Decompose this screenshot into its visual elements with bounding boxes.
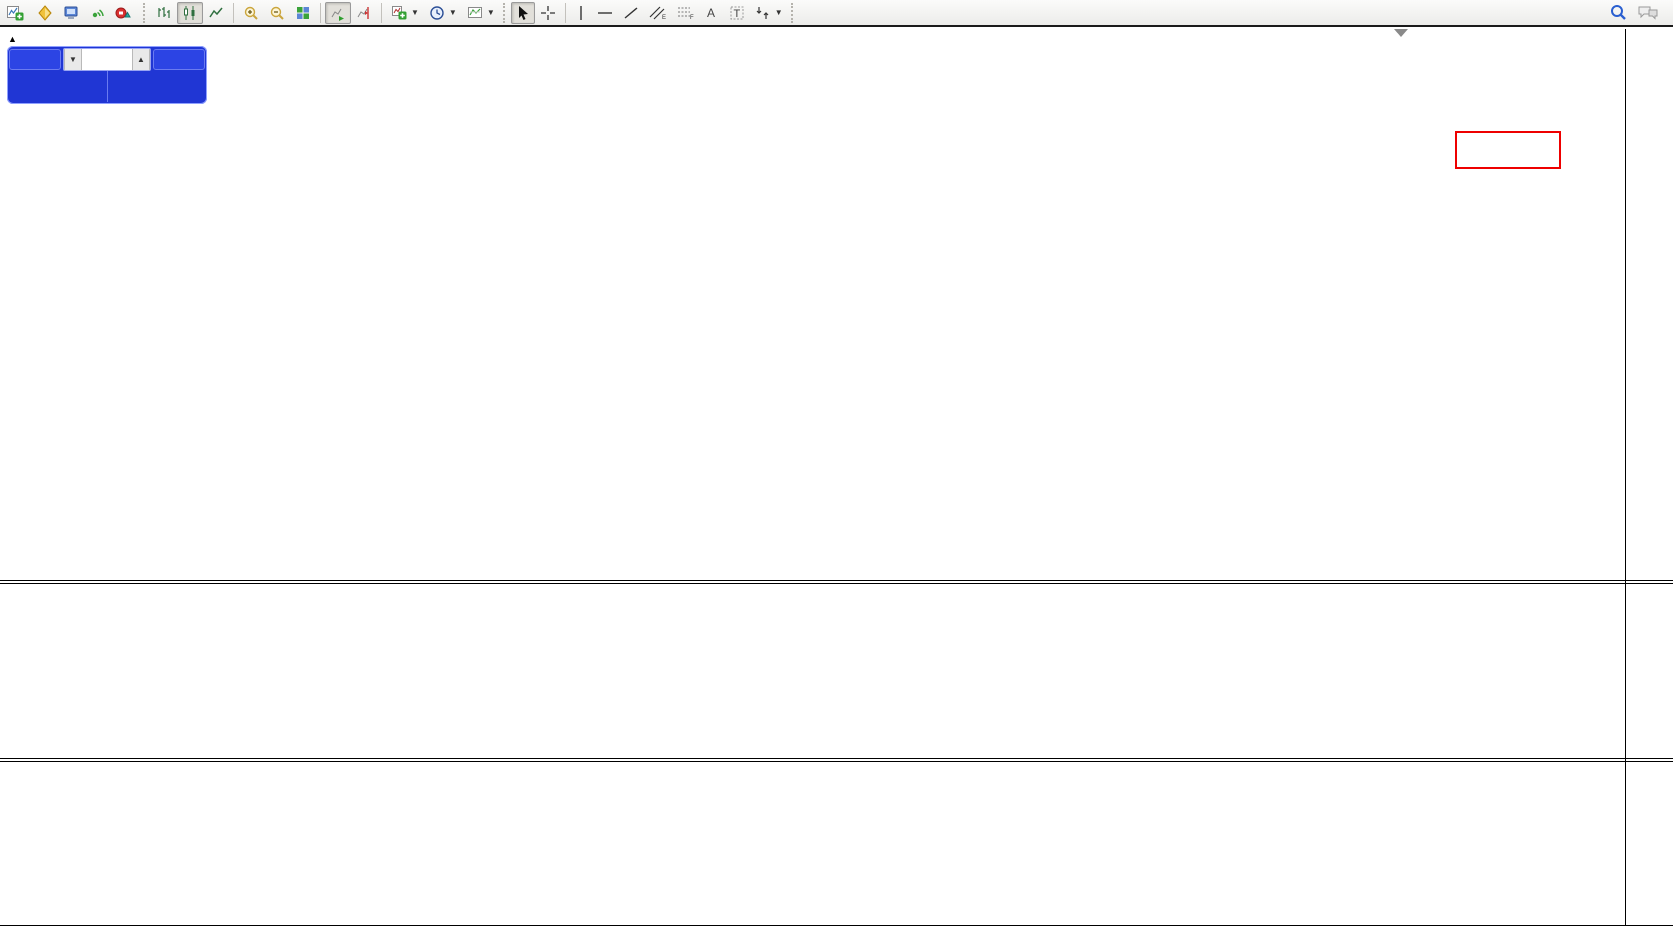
vline-button[interactable]: [570, 2, 592, 24]
cursor-button[interactable]: [510, 1, 535, 24]
autotrading-icon: [115, 7, 131, 18]
clock-icon: [430, 5, 444, 20]
auto-scroll-icon: [331, 8, 344, 21]
text-label-icon: T: [730, 6, 744, 20]
periods-button[interactable]: ▼: [424, 2, 462, 24]
line-chart-button[interactable]: [203, 2, 229, 24]
svg-text:A: A: [707, 6, 715, 20]
sell-button[interactable]: [9, 49, 61, 70]
new-order-icon: [7, 5, 24, 20]
signals-icon: [92, 8, 104, 17]
zoom-in-button[interactable]: [238, 2, 264, 24]
svg-text:E: E: [662, 15, 666, 21]
macd-indicator-chart[interactable]: [0, 583, 1625, 758]
text-button[interactable]: A: [700, 2, 724, 24]
indicators-button[interactable]: ▼: [386, 2, 424, 24]
candlestick-chart-button[interactable]: [177, 1, 203, 24]
volume-decrease-button[interactable]: ▼: [64, 49, 82, 70]
candlestick-chart-icon: [184, 5, 195, 20]
new-order-button[interactable]: [2, 2, 32, 24]
label-button[interactable]: T: [724, 2, 750, 24]
shapes-button[interactable]: ▼: [750, 2, 788, 24]
zoom-in-icon: [244, 6, 258, 20]
toolbar-separator: [320, 2, 321, 23]
buy-button[interactable]: [153, 49, 205, 70]
bar-chart-icon: [158, 6, 170, 18]
toolbar-grip: [790, 2, 796, 23]
toolbar-grip: [143, 2, 148, 23]
collapse-triangle-icon[interactable]: ▲: [8, 34, 17, 44]
template-icon: [467, 6, 482, 18]
toolbar-separator: [564, 2, 566, 23]
chart-shift-icon: [357, 6, 369, 19]
vertical-line-icon: [580, 5, 582, 20]
main-price-chart[interactable]: [0, 28, 1625, 580]
toolbar-separator: [381, 2, 382, 23]
equidistant-channel-icon: E: [649, 6, 666, 21]
cursor-icon: [518, 5, 528, 20]
panel-separator: [0, 925, 1673, 926]
fibonacci-button[interactable]: F: [672, 2, 700, 24]
text-icon: A: [707, 6, 715, 20]
price-annotation-box[interactable]: [1455, 131, 1561, 169]
volume-increase-button[interactable]: ▲: [132, 49, 150, 70]
one-click-trading-panel: ▼ ▲: [7, 46, 207, 104]
indicators-icon: [392, 5, 407, 19]
panel-separator[interactable]: [0, 580, 1673, 584]
horizontal-line-icon: [597, 11, 612, 14]
terminal-button[interactable]: [58, 2, 84, 24]
zoom-out-icon: [270, 6, 284, 20]
toolbar-right: [1610, 4, 1673, 21]
channel-button[interactable]: E: [644, 2, 672, 24]
bar-chart-button[interactable]: [151, 2, 177, 24]
chart-shift-button[interactable]: [351, 2, 377, 24]
search-icon[interactable]: [1610, 4, 1627, 21]
auto-scroll-button[interactable]: [325, 1, 351, 24]
signals-button[interactable]: [84, 2, 110, 24]
chart-shift-marker[interactable]: [1394, 29, 1408, 37]
toolbar-grip: [502, 2, 508, 23]
trade-panel-controls: ▼ ▲: [7, 46, 207, 71]
svg-text:F: F: [690, 15, 694, 21]
toolbar-separator: [233, 2, 234, 23]
metaeditor-button[interactable]: [32, 2, 58, 24]
chevron-down-icon: ▼: [448, 8, 457, 17]
autotrading-button[interactable]: [110, 2, 140, 24]
crosshair-icon: [540, 5, 555, 20]
crosshair-button[interactable]: [535, 2, 561, 24]
panel-separator[interactable]: [0, 758, 1673, 762]
svg-text:T: T: [733, 8, 740, 20]
trade-panel-prices: [7, 71, 207, 102]
metaeditor-icon: [38, 4, 52, 21]
terminal-icon: [64, 6, 78, 19]
arrows-icon: [756, 6, 769, 19]
templates-button[interactable]: ▼: [462, 2, 500, 24]
chat-icon[interactable]: [1637, 4, 1659, 21]
price-axis-border: [1625, 29, 1626, 925]
buy-price[interactable]: [108, 71, 208, 102]
volume-stepper: ▼ ▲: [63, 48, 151, 71]
line-chart-icon: [209, 7, 223, 17]
sell-price[interactable]: [7, 71, 108, 102]
hline-button[interactable]: [592, 2, 618, 24]
chevron-down-icon: ▼: [774, 8, 783, 17]
zoom-out-button[interactable]: [264, 2, 290, 24]
chart-title: ▲: [8, 32, 30, 46]
fibonacci-icon: F: [677, 7, 694, 21]
volume-input[interactable]: [82, 49, 132, 70]
trendline-button[interactable]: [618, 2, 644, 24]
tile-windows-button[interactable]: [290, 2, 316, 24]
trendline-icon: [624, 6, 638, 19]
chevron-down-icon: ▼: [486, 8, 495, 17]
toolbar: ▼ ▼ ▼ E F A: [0, 0, 1673, 27]
chevron-down-icon: ▼: [411, 8, 419, 17]
rsi-indicator-chart[interactable]: [0, 761, 1625, 925]
tile-windows-icon: [297, 6, 309, 19]
